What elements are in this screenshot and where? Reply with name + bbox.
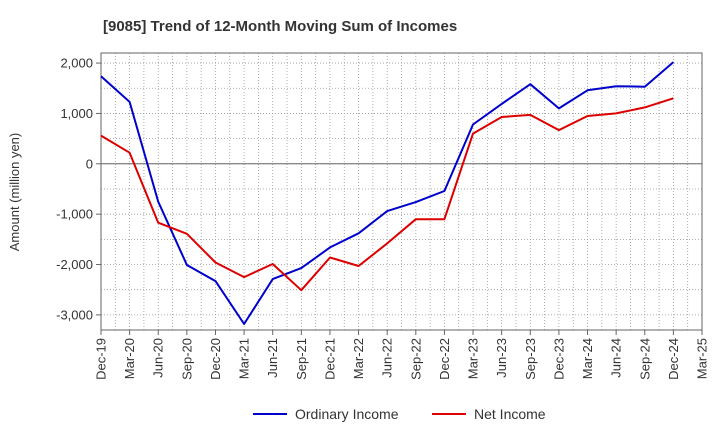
chart-title: [9085] Trend of 12-Month Moving Sum of I… — [103, 18, 457, 35]
x-tick-label: Jun-21 — [265, 338, 280, 378]
y-axis: 2,000 1,000 0 -1,000 -2,000 -3,000 — [56, 56, 101, 322]
y-axis-label: Amount (million yen) — [7, 133, 22, 252]
x-tick-label: Dec-20 — [208, 338, 223, 380]
x-tick-label: Jun-20 — [151, 338, 166, 378]
y-tick-label: -3,000 — [56, 307, 93, 322]
x-tick-label: Mar-25 — [695, 338, 710, 379]
x-tick-label: Sep-24 — [637, 338, 652, 380]
y-tick-label: -1,000 — [56, 207, 93, 222]
x-tick-label: Dec-22 — [437, 338, 452, 380]
y-tick-label: -2,000 — [56, 257, 93, 272]
y-tick-label: 0 — [86, 156, 93, 171]
x-tick-label: Sep-20 — [179, 338, 194, 380]
x-tick-label: Sep-23 — [523, 338, 538, 380]
x-tick-label: Mar-24 — [580, 338, 595, 379]
x-tick-label: Jun-22 — [380, 338, 395, 378]
x-tick-label: Dec-24 — [666, 338, 681, 380]
x-tick-label: Dec-21 — [322, 338, 337, 380]
series-line-ordinary-income — [100, 61, 675, 325]
y-tick-label: 2,000 — [60, 56, 93, 71]
legend-label-net-income: Net Income — [474, 406, 546, 422]
x-tick-label: Sep-21 — [294, 338, 309, 380]
x-tick-label: Mar-22 — [351, 338, 366, 379]
plot-border — [100, 52, 703, 331]
x-tick-label: Mar-21 — [237, 338, 252, 379]
x-tick-label: Mar-20 — [122, 338, 137, 379]
series-group — [100, 61, 675, 325]
x-tick-label: Mar-23 — [466, 338, 481, 379]
x-tick-label: Jun-24 — [609, 338, 624, 378]
x-tick-label: Jun-23 — [494, 338, 509, 378]
y-tick-label: 1,000 — [60, 106, 93, 121]
legend-label-ordinary-income: Ordinary Income — [295, 406, 399, 422]
legend: Ordinary Income Net Income — [253, 406, 546, 422]
x-axis: Dec-19 Mar-20 Jun-20 Sep-20 Dec-20 Mar-21 Jun-… — [94, 330, 710, 380]
series-line-net-income — [100, 97, 674, 292]
x-tick-label: Dec-23 — [551, 338, 566, 380]
x-tick-label: Dec-19 — [94, 338, 109, 380]
x-tick-label: Sep-22 — [408, 338, 423, 380]
